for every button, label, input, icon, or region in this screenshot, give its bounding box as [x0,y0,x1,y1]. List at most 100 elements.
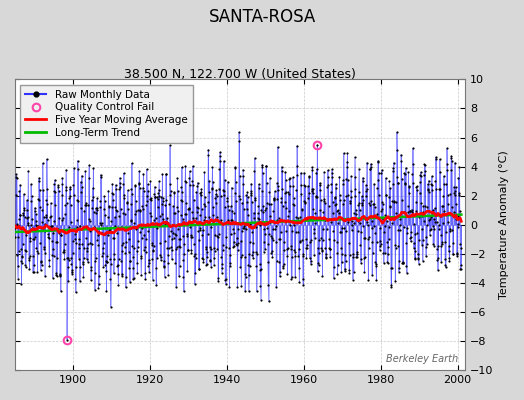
Point [111,214,119,220]
Point [392,174,401,180]
Point [135,181,143,187]
Point [48,252,57,259]
Point [169,203,178,210]
Point [381,175,390,181]
Point [429,223,438,230]
Point [309,190,317,196]
Point [378,201,387,207]
Point [74,255,83,262]
Point [443,191,452,198]
Point [318,273,326,280]
Point [61,211,69,218]
Point [134,244,142,250]
Point [72,263,80,270]
Point [224,203,232,209]
Point [387,282,395,288]
Point [51,202,59,208]
Point [455,164,464,170]
Point [133,260,141,266]
Point [101,230,110,237]
Point [305,174,313,180]
Point [232,198,241,204]
Point [147,195,155,202]
Point [281,168,289,175]
Point [97,220,106,226]
Point [202,262,211,268]
Point [377,241,385,247]
Point [190,197,198,203]
Point [172,283,180,290]
Point [77,188,85,195]
Point [318,247,326,254]
Point [41,213,50,220]
Point [310,251,318,258]
Point [248,198,256,205]
Point [261,246,269,252]
Point [114,256,123,262]
Point [244,288,253,294]
Point [43,185,51,192]
Point [347,193,355,200]
Point [69,250,77,256]
Point [62,167,70,173]
Point [46,224,54,231]
Point [316,186,324,193]
Point [457,245,465,252]
Point [213,233,221,239]
Point [331,194,339,200]
Point [27,181,35,187]
Point [437,258,445,265]
Point [321,200,329,206]
Point [350,220,358,226]
Point [264,259,272,265]
Point [428,187,436,193]
Point [153,255,161,261]
Point [193,208,201,215]
Point [282,246,291,252]
Point [382,192,390,198]
Point [112,207,121,213]
Point [225,284,234,290]
Point [247,180,255,187]
Point [151,265,160,271]
Point [29,269,38,275]
Point [167,244,176,250]
Point [315,180,324,186]
Point [133,270,141,276]
Point [314,262,323,269]
Point [69,238,77,244]
Point [57,288,65,294]
Point [224,207,233,213]
Point [442,228,450,235]
Point [362,192,370,199]
Point [340,150,348,156]
Point [438,203,446,209]
Point [71,236,79,242]
Point [340,225,348,232]
Point [392,199,400,205]
Point [418,225,427,232]
Point [333,271,342,277]
Point [175,273,183,280]
Point [199,256,207,262]
Point [411,208,420,214]
Point [63,264,72,270]
Point [223,218,231,225]
Point [81,224,89,231]
Point [365,234,373,240]
Point [252,249,260,255]
Point [44,231,52,238]
Point [284,212,292,219]
Point [297,190,305,197]
Point [77,223,85,230]
Point [325,245,334,252]
Point [137,255,146,261]
Point [100,193,108,200]
Point [182,211,191,217]
Point [185,168,194,174]
Point [438,239,446,245]
Point [335,173,344,180]
Point [63,336,71,343]
Point [252,224,260,230]
Point [304,194,312,201]
